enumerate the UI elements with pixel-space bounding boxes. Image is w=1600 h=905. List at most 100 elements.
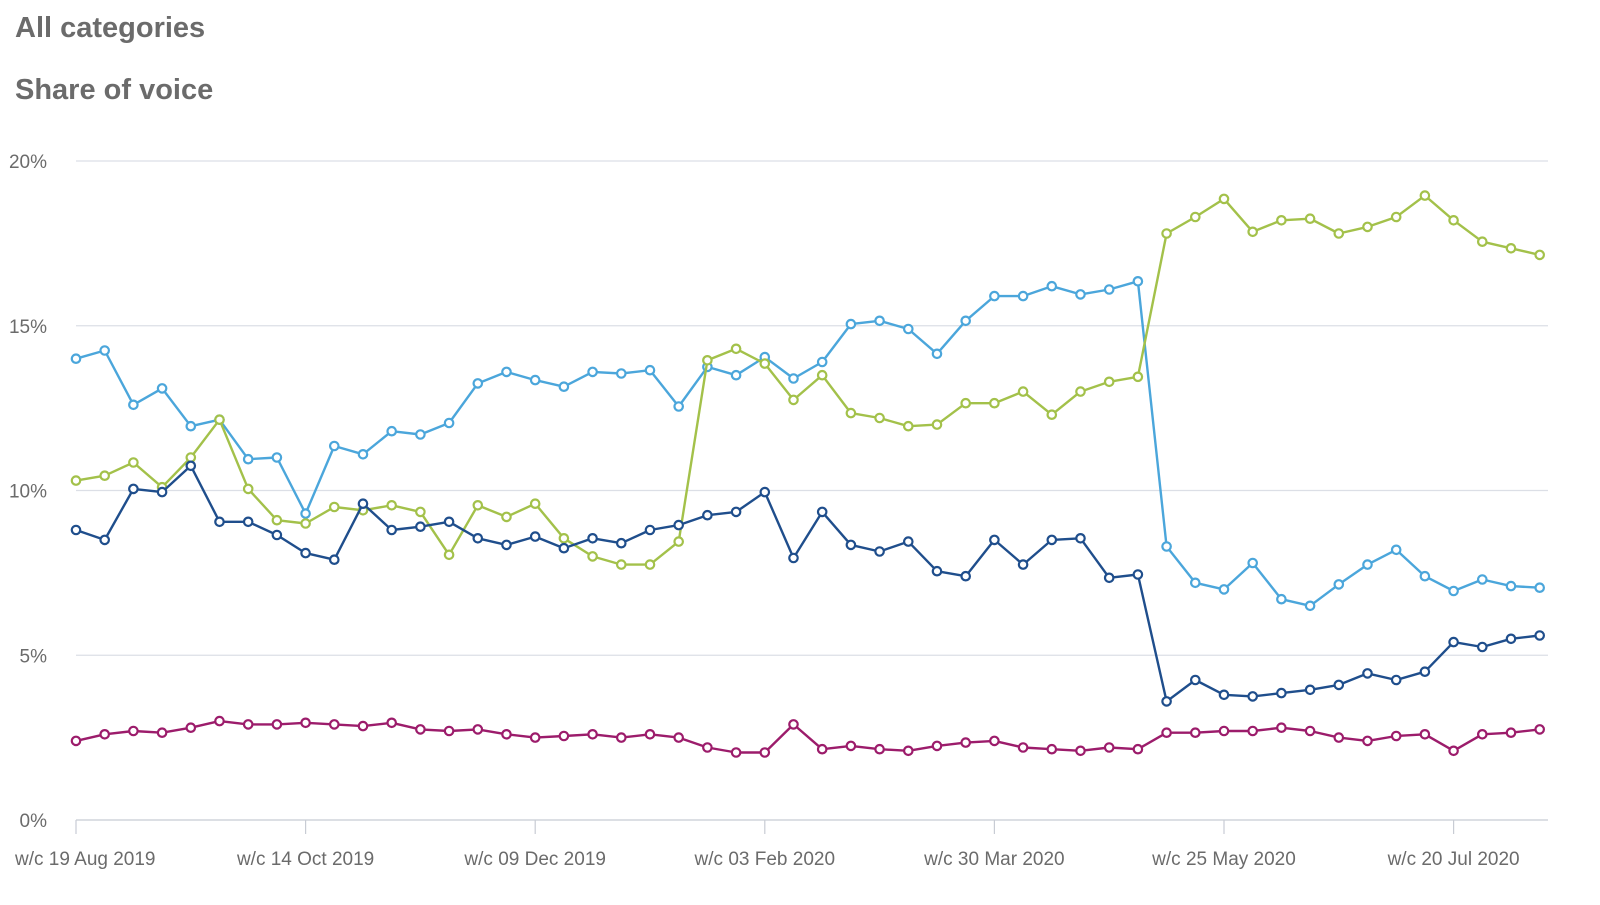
data-point [328, 719, 340, 730]
data-point [156, 727, 168, 738]
data-point [960, 315, 971, 327]
data-point [1419, 666, 1431, 677]
data-point [931, 740, 943, 752]
data-point [1362, 221, 1373, 233]
data-point [1534, 249, 1545, 261]
data-point [1304, 213, 1316, 224]
data-point [472, 724, 484, 735]
data-point [300, 508, 311, 519]
data-point [386, 717, 397, 729]
data-point [931, 348, 943, 360]
page-title: All categories [15, 12, 206, 44]
data-point [1276, 687, 1287, 699]
data-point [1132, 275, 1144, 287]
data-point [1505, 633, 1517, 645]
data-point [1333, 579, 1345, 590]
data-point [328, 554, 340, 565]
x-tick-label: w/c 14 Oct 2019 [236, 849, 374, 870]
data-point [472, 499, 484, 511]
data-point [1448, 745, 1459, 757]
data-point [1534, 724, 1545, 735]
data-point [874, 412, 885, 424]
data-point [443, 549, 455, 561]
data-point [156, 383, 168, 394]
data-point [673, 536, 684, 547]
data-point [415, 724, 426, 735]
data-point [214, 414, 225, 425]
data-point [845, 318, 857, 330]
data-point [788, 373, 799, 384]
data-point [1534, 582, 1545, 593]
x-tick-label: w/c 30 Mar 2020 [923, 849, 1064, 870]
data-point [300, 518, 311, 529]
data-point [874, 743, 885, 755]
y-tick-label: 10% [9, 482, 47, 503]
data-point [1103, 572, 1115, 584]
data-point [242, 453, 254, 465]
data-point [1103, 284, 1115, 295]
data-point [587, 532, 598, 544]
data-point [1390, 674, 1402, 686]
data-point [70, 735, 82, 747]
data-point [673, 401, 684, 412]
data-point [1247, 725, 1258, 737]
data-point [99, 728, 110, 740]
data-point [1046, 534, 1058, 546]
data-point [501, 539, 512, 551]
data-point [644, 524, 656, 536]
data-point [1046, 409, 1058, 420]
data-point [931, 565, 943, 577]
data-point [587, 366, 598, 378]
data-point [185, 460, 197, 472]
data-point [1103, 376, 1115, 388]
data-point [788, 719, 799, 730]
data-point [989, 735, 1000, 747]
data-point [529, 498, 541, 509]
data-point [1276, 215, 1287, 226]
data-point [615, 368, 627, 379]
data-point [1362, 668, 1373, 679]
data-point [1362, 735, 1373, 747]
data-point [874, 315, 885, 327]
data-point [960, 737, 971, 748]
data-point [1075, 386, 1086, 397]
data-point [989, 290, 1000, 302]
data-point [156, 486, 168, 498]
data-point [759, 358, 771, 369]
data-point [1132, 371, 1144, 383]
data-point [501, 511, 512, 523]
data-point [1017, 559, 1029, 570]
data-point [443, 417, 455, 429]
y-tick-label: 5% [20, 646, 48, 667]
data-point [472, 378, 484, 389]
data-point [558, 730, 570, 742]
data-point [989, 534, 1000, 546]
data-point [1505, 580, 1517, 592]
data-point [271, 514, 283, 526]
series-line-2 [75, 194, 1540, 566]
data-point [529, 732, 541, 743]
data-point [1075, 532, 1086, 544]
chart-title: Share of voice [15, 74, 214, 106]
data-point [1218, 193, 1230, 205]
data-point [1161, 228, 1172, 239]
data-point [357, 448, 369, 460]
data-point [845, 407, 857, 419]
data-point [644, 728, 656, 740]
data-point [328, 501, 340, 513]
data-point [99, 534, 110, 546]
data-point [759, 747, 771, 758]
data-point [415, 429, 426, 440]
data-point [1161, 727, 1172, 738]
data-point [1390, 730, 1402, 742]
data-point [902, 420, 914, 432]
data-point [386, 425, 397, 437]
data-point [845, 539, 857, 551]
data-point [702, 742, 713, 753]
data-point [185, 420, 197, 432]
data-point [730, 747, 742, 758]
data-point [673, 732, 684, 743]
data-point [1448, 215, 1459, 226]
